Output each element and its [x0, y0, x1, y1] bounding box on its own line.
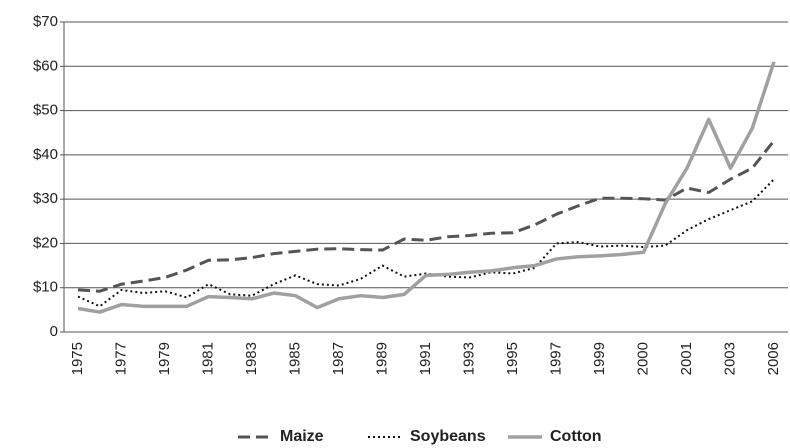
y-tick-label: $70: [33, 13, 58, 30]
x-tick-label: 1985: [286, 342, 303, 375]
y-tick-label: $10: [33, 279, 58, 296]
x-tick-label: 1975: [69, 342, 86, 375]
legend-label: Soybeans: [410, 428, 486, 445]
x-tick-label: 1981: [199, 342, 216, 375]
x-tick-label: 2000: [634, 342, 651, 375]
x-tick-label: 1989: [373, 342, 390, 375]
legend-label: Cotton: [550, 428, 602, 445]
x-tick-label: 1997: [547, 342, 564, 375]
x-tick-label: 1993: [460, 342, 477, 375]
y-tick-label: 0: [50, 323, 58, 340]
x-tick-label: 1977: [112, 342, 129, 375]
x-tick-label: 2003: [721, 342, 738, 375]
x-tick-label: 1987: [330, 342, 347, 375]
series-line: [77, 61, 776, 314]
y-tick-label: $60: [33, 57, 58, 74]
y-tick-label: $30: [33, 190, 58, 207]
y-tick-label: $20: [33, 234, 58, 251]
series-line: [77, 178, 775, 308]
x-tick-label: 1991: [417, 342, 434, 375]
x-tick-label: 1983: [243, 342, 260, 375]
series-line: [77, 139, 776, 293]
x-tick-label: 2006: [765, 342, 782, 375]
y-tick-label: $40: [33, 146, 58, 163]
legend: Maize Soybeans Cotton: [238, 428, 602, 445]
x-tick-label: 1979: [156, 342, 173, 375]
x-tick-label: 1995: [504, 342, 521, 375]
y-tick-label: $50: [33, 102, 58, 119]
legend-label: Maize: [280, 428, 324, 445]
x-tick-label: 1999: [591, 342, 608, 375]
x-tick-label: 2001: [678, 342, 695, 375]
